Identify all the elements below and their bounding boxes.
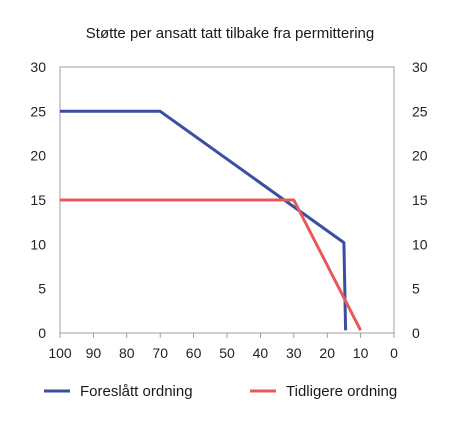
y-tick-label-left: 10 — [30, 236, 46, 252]
x-tick-label: 60 — [186, 345, 202, 361]
y-tick-label-right: 15 — [412, 192, 428, 208]
legend-label: Foreslått ordning — [80, 383, 193, 400]
x-tick-label: 40 — [253, 345, 269, 361]
x-tick-label: 50 — [219, 345, 235, 361]
y-tick-label-left: 30 — [30, 59, 46, 75]
x-tick-label: 70 — [152, 345, 168, 361]
y-tick-label-right: 5 — [412, 281, 420, 297]
x-tick-label: 100 — [48, 345, 72, 361]
chart-title: Støtte per ansatt tatt tilbake fra permi… — [86, 25, 374, 42]
y-tick-label-left: 25 — [30, 103, 46, 119]
y-tick-label-right: 0 — [412, 325, 420, 341]
y-tick-label-right: 30 — [412, 59, 428, 75]
series-lines — [60, 109, 362, 331]
legend-label: Tidligere ordning — [286, 383, 397, 400]
x-tick-label: 10 — [353, 345, 369, 361]
x-tick-label: 90 — [86, 345, 102, 361]
y-tick-label-right: 25 — [412, 103, 428, 119]
series-line-tidligere-ordning — [60, 198, 362, 331]
y-tick-label-right: 20 — [412, 148, 428, 164]
x-tick-label: 80 — [119, 345, 135, 361]
x-tick-label: 30 — [286, 345, 302, 361]
y-tick-label-left: 20 — [30, 148, 46, 164]
x-tick-label: 0 — [390, 345, 398, 361]
series-line-foreslatt-ordning — [60, 109, 348, 331]
y-tick-label-left: 15 — [30, 192, 46, 208]
y-tick-label-left: 5 — [38, 281, 46, 297]
y-tick-label-right: 10 — [412, 236, 428, 252]
x-tick-label: 20 — [319, 345, 335, 361]
legend: Foreslått ordning Tidligere ordning — [44, 383, 397, 400]
y-tick-label-left: 0 — [38, 325, 46, 341]
